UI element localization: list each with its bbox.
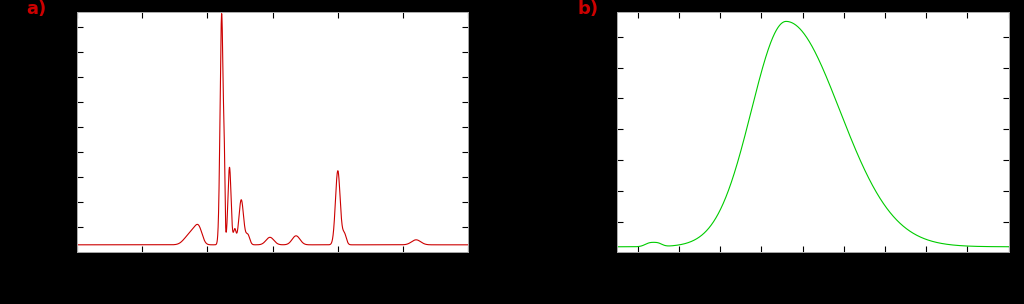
- Y-axis label: Counts/10⁵: Counts/10⁵: [587, 98, 600, 167]
- Y-axis label: Counts/10⁵: Counts/10⁵: [36, 98, 48, 167]
- X-axis label: Wavelength/nm: Wavelength/nm: [764, 273, 862, 286]
- Text: a): a): [26, 0, 46, 18]
- X-axis label: Wavelength/nm: Wavelength/nm: [223, 273, 322, 286]
- Text: b): b): [578, 0, 599, 18]
